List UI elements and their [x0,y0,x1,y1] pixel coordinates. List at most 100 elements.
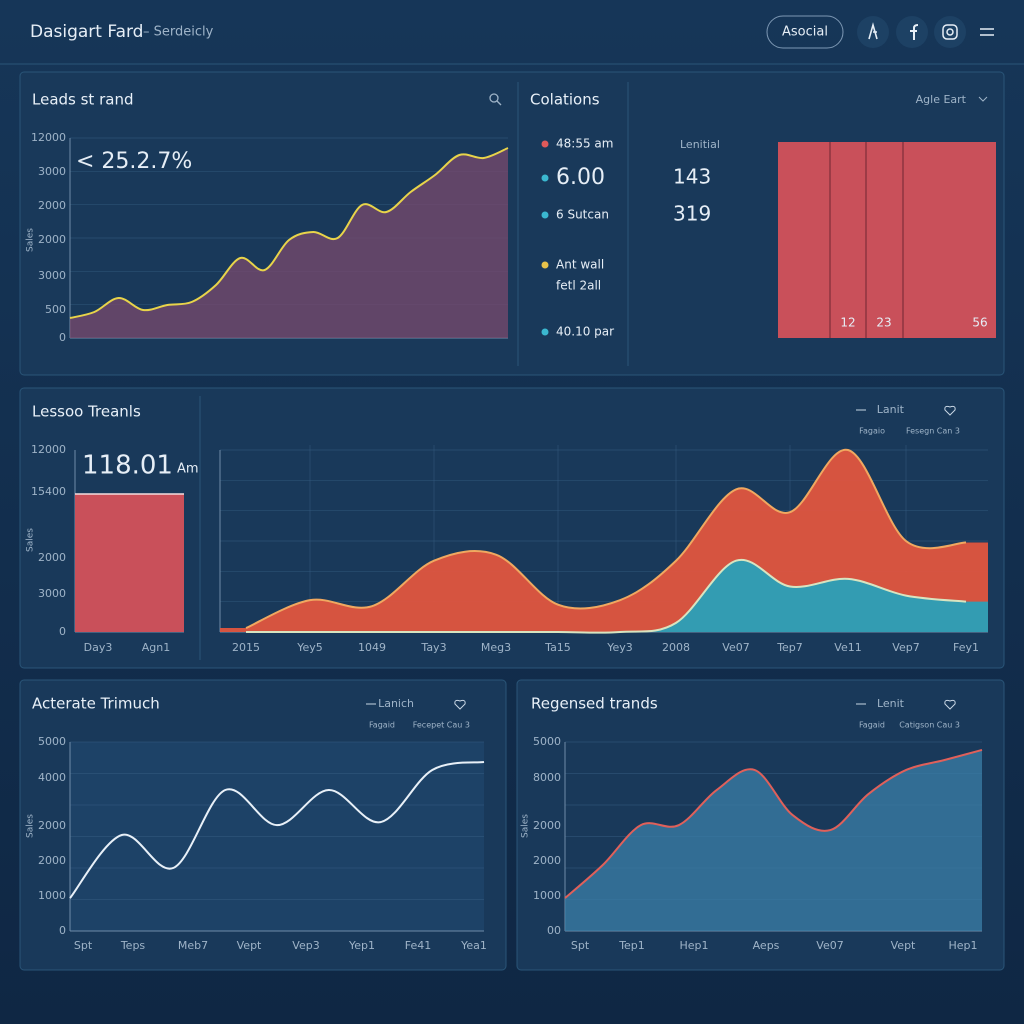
y-tick-label: 15400 [31,485,66,498]
panel-title: Colations [530,91,600,109]
y-tick-label: 2000 [533,819,561,832]
x-tick-label: Hep1 [679,939,708,952]
legend-label: Lenit [877,697,905,710]
icon-glyph [910,24,919,40]
area [70,148,508,338]
y-tick-label: 12000 [31,131,66,144]
dropdown[interactable]: Agle Eart [916,93,967,106]
bar-label: 12 [840,316,855,330]
x-tick-label: Hep1 [948,939,977,952]
line [245,558,967,634]
y-tick-label: 2000 [38,551,66,564]
legend-label: Lanich [378,697,414,710]
y-tick-label: 2000 [38,819,66,832]
x-tick-label: 2015 [232,641,260,654]
bar-block-rect [778,142,996,338]
icon-glyph [868,22,878,40]
x-tick-label: Vept [891,939,916,952]
button[interactable]: Asocial [782,25,828,40]
app-title: Dasigart Fard [30,22,143,42]
x-tick-label: Yey3 [606,641,633,654]
line [564,748,983,899]
y-tick-label: 4000 [38,771,66,784]
x-tick-label: Fe41 [405,939,432,952]
y-tick-label: 8000 [533,771,561,784]
y-tick-label: 2000 [38,233,66,246]
chart-title: Lessoo Treanls [32,403,141,421]
x-tick-label: Yey5 [296,641,323,654]
axis-label: Sales [26,814,36,838]
x-tick-label: 2008 [662,641,690,654]
x-tick-label: Yep1 [348,939,375,952]
icon-instagram[interactable] [934,16,966,48]
chart-title: Regensed trands [531,695,658,713]
y-tick-label: 3000 [38,269,66,282]
y-tick-label: 3000 [38,587,66,600]
legend-sub: Fagaio [859,427,885,436]
legend-dot [541,328,549,336]
y-tick-label: 00 [547,924,561,937]
icon-glyph [946,28,954,36]
y-tick-label: 1000 [38,889,66,902]
chart-title: Acterate Trimuch [32,695,160,713]
y-tick-label: 2000 [533,854,561,867]
icon-search[interactable] [489,93,499,103]
y-tick-label: 12000 [31,443,66,456]
x-tick-label: Tep7 [776,641,803,654]
y-tick-label: 5000 [38,735,66,748]
x-tick-label: Vep3 [292,939,319,952]
x-tick-label: Ve07 [816,939,843,952]
x-tick-label: Fey1 [953,641,979,654]
axis-label: Sales [26,228,36,252]
x-tick-label: Day3 [84,641,113,654]
y-tick-label: 0 [59,331,66,344]
x-tick-label: Agn1 [142,641,170,654]
legend-sub: Catigson Cau 3 [899,721,960,730]
x-tick-label: Spt [571,939,590,952]
column-header: Lenitial [680,138,720,151]
annotation: 118.01 [82,451,173,481]
list-item: Ant wall [556,258,604,272]
list-item: 48:55 am [556,137,613,151]
legend-heart [454,699,466,710]
x-tick-label: Meb7 [178,939,208,952]
x-tick-label: Meg3 [481,641,511,654]
legend-label: Lanit [877,403,905,416]
y-tick-label: 2000 [38,199,66,212]
icon-glyph [942,24,958,40]
app-subtitle: – Serdeicly [143,25,214,40]
legend-sub: Fesegn Can 3 [906,427,960,436]
bar-label: 56 [972,316,987,330]
axis-label: Sales [521,814,531,838]
y-tick-label: 0 [59,924,66,937]
y-tick-label: 2000 [38,854,66,867]
x-tick-label: Ve07 [722,641,749,654]
legend-sub: Fecepet Cau 3 [413,721,470,730]
area [220,559,988,633]
list-item: 40.10 par [556,325,614,339]
annotation-unit: Am [177,462,199,477]
list-item: 6.00 [556,165,605,190]
y-tick-label: 5000 [533,735,561,748]
x-tick-label: Yea1 [460,939,487,952]
x-tick-label: Aeps [753,939,780,952]
x-tick-label: Spt [74,939,93,952]
y-tick-label: 3000 [38,165,66,178]
line [69,147,509,319]
button-frame[interactable] [766,15,844,49]
legend-heart [944,405,956,416]
list-item: fetl 2all [556,279,601,293]
annotation: < 25.2.7% [76,149,192,174]
y-tick-label: 1000 [533,889,561,902]
legend-dot [541,211,549,219]
legend-dot [541,174,549,182]
icon-search [496,100,502,106]
list-item: 6 Sutcan [556,208,609,222]
x-tick-label: Vept [237,939,262,952]
legend-dot [541,140,549,148]
column-value: 319 [673,202,711,226]
icon-menu[interactable] [980,28,994,36]
x-tick-label: Ta15 [544,641,571,654]
